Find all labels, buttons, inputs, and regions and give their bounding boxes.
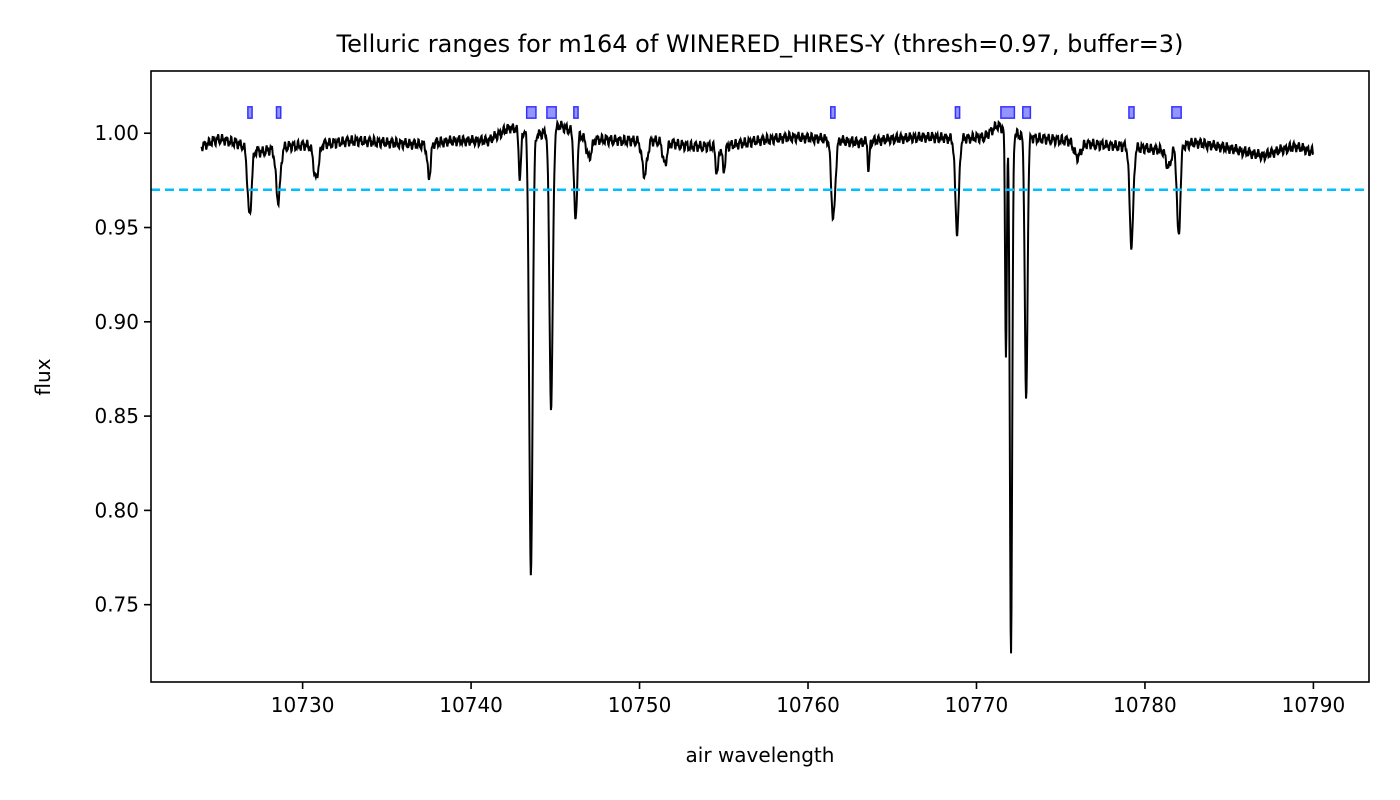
telluric-range-marker bbox=[830, 106, 836, 119]
telluric-range-marker bbox=[1128, 106, 1135, 119]
y-tick-label: 0.90 bbox=[94, 310, 139, 334]
y-axis: 0.75 0.80 0.85 0.90 0.95 1.00 bbox=[94, 121, 151, 617]
telluric-range-marker bbox=[546, 106, 557, 119]
x-tick-label: 10770 bbox=[945, 693, 1009, 717]
y-tick-label: 0.80 bbox=[94, 498, 139, 522]
telluric-range-marker bbox=[1022, 106, 1032, 119]
telluric-range-marker bbox=[954, 106, 961, 119]
x-tick-label: 10760 bbox=[776, 693, 840, 717]
x-tick-label: 10730 bbox=[271, 693, 335, 717]
x-axis-title: air wavelength bbox=[686, 743, 835, 767]
x-tick-label: 10750 bbox=[608, 693, 672, 717]
x-tick-label: 10740 bbox=[439, 693, 503, 717]
x-tick-label: 10780 bbox=[1113, 693, 1177, 717]
telluric-range-marker bbox=[275, 106, 282, 119]
x-tick-label: 10790 bbox=[1282, 693, 1346, 717]
plot-area bbox=[150, 70, 1370, 683]
telluric-range-marker bbox=[573, 106, 579, 119]
plot-frame bbox=[150, 70, 1370, 683]
y-tick-label: 1.00 bbox=[94, 121, 139, 145]
y-tick-label: 0.85 bbox=[94, 404, 139, 428]
x-axis: 10730 10740 10750 10760 10770 10780 10790 bbox=[271, 682, 1345, 717]
telluric-range-marker bbox=[1000, 106, 1016, 119]
y-tick-label: 0.75 bbox=[94, 593, 139, 617]
y-tick-label: 0.95 bbox=[94, 216, 139, 240]
y-axis-title: flux bbox=[31, 358, 55, 395]
chart-title: Telluric ranges for m164 of WINERED_HIRE… bbox=[336, 30, 1184, 58]
spectrum-line bbox=[200, 118, 1314, 654]
telluric-range-marker bbox=[247, 106, 253, 119]
telluric-range-marker bbox=[525, 106, 537, 119]
telluric-range-marker bbox=[1171, 106, 1182, 119]
